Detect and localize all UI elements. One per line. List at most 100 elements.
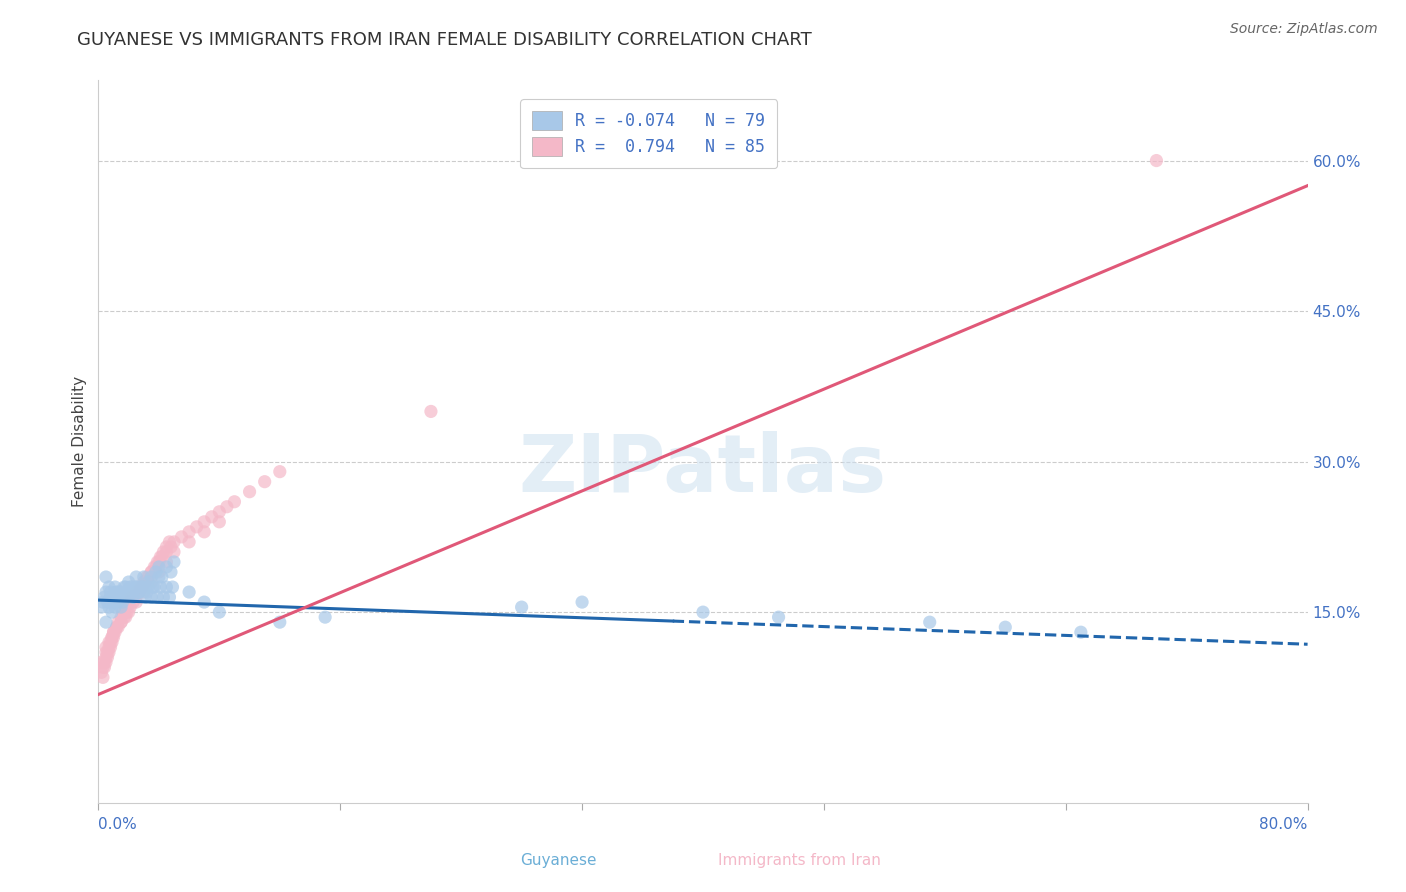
Point bbox=[103, 590, 125, 604]
Point bbox=[112, 610, 135, 624]
Point bbox=[96, 650, 118, 665]
Point bbox=[145, 565, 167, 579]
Point bbox=[155, 545, 177, 559]
Point bbox=[162, 580, 184, 594]
Point bbox=[129, 580, 152, 594]
Point bbox=[152, 590, 174, 604]
Point bbox=[114, 610, 136, 624]
Point bbox=[160, 540, 183, 554]
Text: Immigrants from Iran: Immigrants from Iran bbox=[718, 854, 882, 869]
Point bbox=[101, 635, 124, 649]
Point bbox=[110, 585, 132, 599]
Point bbox=[122, 595, 145, 609]
Point bbox=[90, 600, 112, 615]
Point bbox=[98, 640, 121, 655]
Point bbox=[253, 475, 276, 489]
Point bbox=[141, 565, 163, 579]
Point bbox=[768, 610, 790, 624]
Point bbox=[134, 575, 156, 590]
Point bbox=[201, 509, 224, 524]
Point bbox=[131, 580, 153, 594]
Point bbox=[101, 630, 124, 644]
Point bbox=[125, 580, 148, 594]
Point bbox=[420, 404, 443, 418]
Point bbox=[125, 590, 148, 604]
Point bbox=[150, 549, 173, 564]
Point bbox=[125, 570, 148, 584]
Point bbox=[128, 585, 150, 599]
Point bbox=[103, 630, 125, 644]
Point bbox=[115, 605, 138, 619]
Point bbox=[314, 610, 336, 624]
Point bbox=[94, 645, 117, 659]
Point bbox=[110, 600, 132, 615]
Point bbox=[94, 570, 117, 584]
Point bbox=[179, 585, 201, 599]
Point bbox=[94, 615, 117, 630]
Point bbox=[90, 655, 112, 669]
Point bbox=[132, 580, 155, 594]
Point bbox=[105, 620, 128, 634]
Point bbox=[101, 590, 124, 604]
Point bbox=[120, 600, 142, 615]
Point bbox=[155, 555, 177, 569]
Point bbox=[108, 590, 131, 604]
Point bbox=[141, 575, 163, 590]
Point bbox=[110, 615, 132, 630]
Point bbox=[571, 595, 593, 609]
Point bbox=[91, 595, 114, 609]
Point bbox=[148, 565, 170, 579]
Point bbox=[135, 570, 157, 584]
Point bbox=[132, 570, 155, 584]
Point bbox=[163, 555, 186, 569]
Point bbox=[1144, 153, 1167, 168]
Point bbox=[224, 494, 246, 508]
Point bbox=[98, 645, 121, 659]
Point bbox=[193, 595, 215, 609]
Point bbox=[170, 530, 193, 544]
Point bbox=[100, 635, 122, 649]
Point bbox=[107, 595, 129, 609]
Point bbox=[118, 605, 141, 619]
Point bbox=[208, 515, 231, 529]
Point bbox=[98, 635, 121, 649]
Point bbox=[93, 590, 115, 604]
Point bbox=[118, 590, 141, 604]
Point bbox=[110, 615, 132, 630]
Point bbox=[94, 585, 117, 599]
Point bbox=[115, 585, 138, 599]
Point bbox=[107, 585, 129, 599]
Point bbox=[131, 580, 153, 594]
Point bbox=[141, 565, 163, 579]
Point bbox=[125, 585, 148, 599]
Point bbox=[142, 580, 165, 594]
Point bbox=[132, 575, 155, 590]
Point bbox=[134, 590, 156, 604]
Point bbox=[110, 610, 132, 624]
Point bbox=[146, 555, 169, 569]
Point bbox=[94, 655, 117, 669]
Point bbox=[129, 580, 152, 594]
Point bbox=[143, 560, 166, 574]
Point bbox=[103, 625, 125, 640]
Point bbox=[215, 500, 238, 514]
Point bbox=[128, 585, 150, 599]
Point bbox=[148, 555, 170, 569]
Point bbox=[160, 565, 183, 579]
Point bbox=[115, 585, 138, 599]
Point bbox=[155, 580, 177, 594]
Text: 0.0%: 0.0% bbox=[98, 817, 138, 832]
Point bbox=[96, 595, 118, 609]
Point bbox=[143, 580, 166, 594]
Point bbox=[114, 600, 136, 615]
Point bbox=[128, 585, 150, 599]
Point bbox=[101, 605, 124, 619]
Point bbox=[918, 615, 941, 630]
Point bbox=[208, 505, 231, 519]
Point bbox=[120, 585, 142, 599]
Point bbox=[125, 580, 148, 594]
Point bbox=[146, 590, 169, 604]
Point bbox=[93, 655, 115, 669]
Point bbox=[186, 520, 208, 534]
Point bbox=[100, 640, 122, 655]
